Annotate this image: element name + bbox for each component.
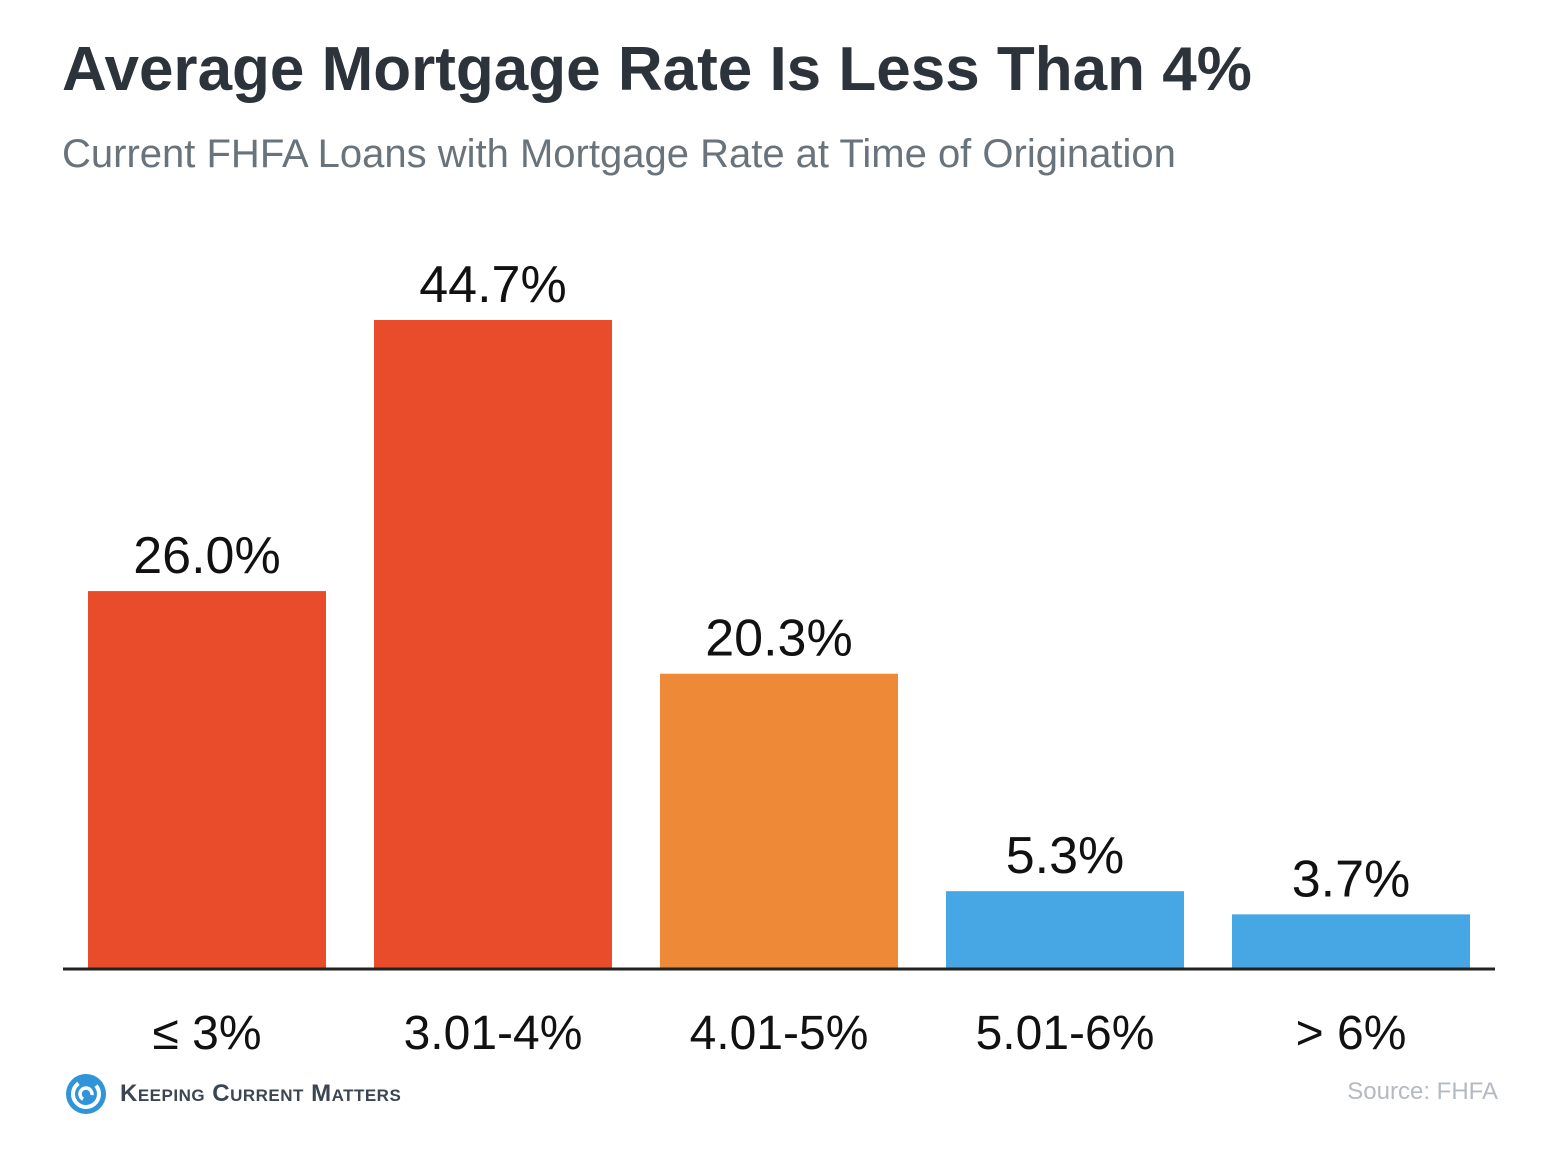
bar-2: [660, 673, 898, 968]
category-label-4: > 6%: [1296, 1007, 1407, 1060]
category-label-1: 3.01-4%: [404, 1007, 583, 1060]
bar-3: [946, 891, 1184, 968]
bar-0: [88, 591, 326, 968]
category-label-2: 4.01-5%: [690, 1007, 869, 1060]
bar-value-label-2: 20.3%: [705, 610, 852, 668]
bar-1: [374, 320, 612, 968]
chart-subtitle: Current FHFA Loans with Mortgage Rate at…: [62, 132, 1176, 176]
spiral-icon: [66, 1074, 106, 1114]
bar-value-label-3: 5.3%: [1006, 827, 1125, 885]
bar-value-label-0: 26.0%: [133, 527, 280, 585]
category-label-3: 5.01-6%: [976, 1007, 1155, 1060]
bar-value-label-4: 3.7%: [1292, 850, 1411, 908]
chart-title: Average Mortgage Rate Is Less Than 4%: [62, 35, 1252, 104]
brand-logo: Keeping Current Matters: [64, 1072, 401, 1116]
source-note: Source: FHFA: [1347, 1078, 1498, 1105]
brand-name: Keeping Current Matters: [120, 1080, 402, 1107]
value-labels-group: 26.0% 44.7% 20.3% 5.3% 3.7%: [133, 256, 1410, 908]
category-labels-group: ≤ 3% 3.01-4% 4.01-5% 5.01-6% > 6%: [152, 1007, 1406, 1060]
bars-group: [88, 320, 1470, 968]
category-label-0: ≤ 3%: [152, 1007, 261, 1060]
bar-4: [1232, 914, 1470, 968]
bar-value-label-1: 44.7%: [419, 256, 566, 314]
